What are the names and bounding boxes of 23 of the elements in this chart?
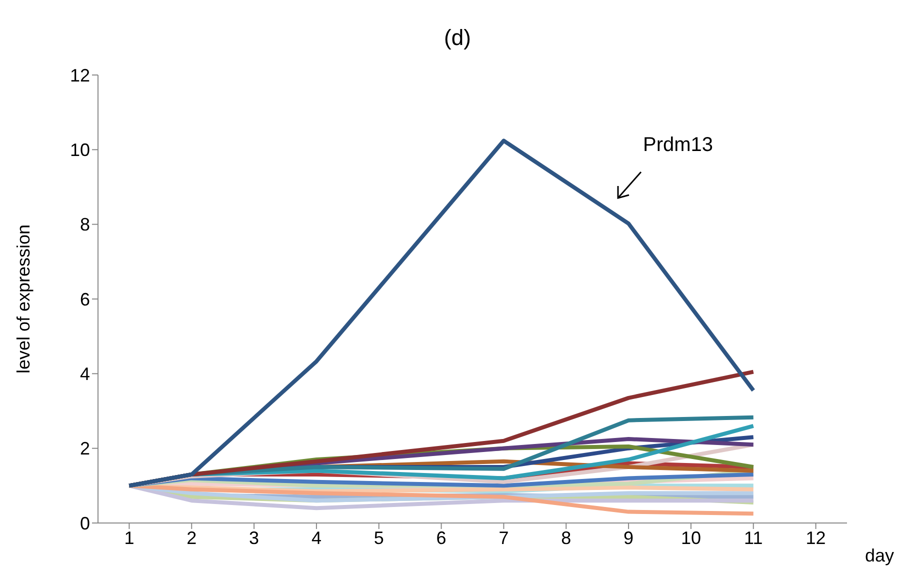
y-tick-label: 10 xyxy=(70,140,90,160)
x-tick-label: 11 xyxy=(744,528,763,548)
x-axis-title: day xyxy=(865,545,894,566)
x-tick-label: 5 xyxy=(374,528,384,548)
y-tick-label: 0 xyxy=(80,513,90,534)
annotation: Prdm13 xyxy=(643,134,714,157)
x-tick-label: 8 xyxy=(561,528,572,548)
x-tick-label: 4 xyxy=(311,528,322,548)
x-tick-label: 2 xyxy=(186,528,197,548)
y-tick-label: 6 xyxy=(80,289,90,310)
x-tick-label: 6 xyxy=(436,528,446,548)
x-tick-label: 12 xyxy=(806,528,826,548)
y-tick-label: 4 xyxy=(80,364,90,384)
x-tick-label: 9 xyxy=(624,528,634,548)
y-tick-label: 12 xyxy=(70,65,90,86)
x-tick-label: 3 xyxy=(249,528,260,548)
x-tick-label: 10 xyxy=(680,528,701,548)
y-tick-label: 2 xyxy=(80,438,90,459)
x-tick-label: 7 xyxy=(498,528,509,548)
x-tick-label: 1 xyxy=(124,528,134,548)
y-tick-label: 8 xyxy=(80,214,90,235)
y-axis-title: level of expression xyxy=(13,224,34,374)
chart-title: (d) xyxy=(443,24,472,52)
